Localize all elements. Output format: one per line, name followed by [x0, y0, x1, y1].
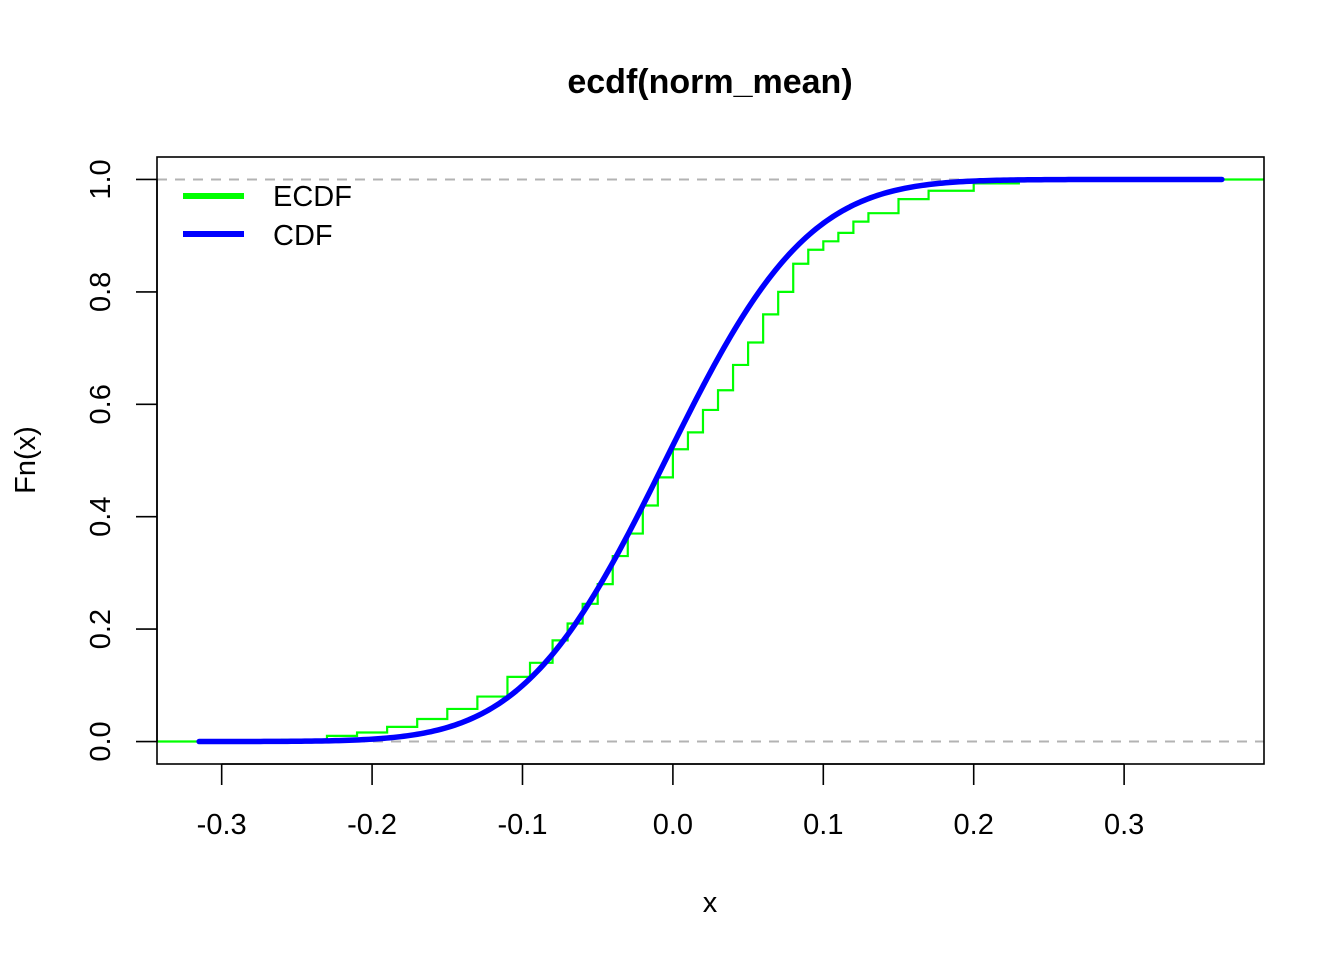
- y-tick-label: 0.2: [85, 609, 117, 649]
- series-layer: [157, 176, 1264, 745]
- y-tick-label: 0.8: [85, 272, 117, 312]
- y-tick-label: 0.4: [85, 497, 117, 537]
- chart-title: ecdf(norm_mean): [567, 63, 852, 101]
- legend: ECDF CDF: [183, 181, 352, 252]
- x-tick-label: 0.3: [1104, 809, 1144, 841]
- x-tick-label: -0.3: [197, 809, 247, 841]
- y-axis: 0.0 0.2 0.4 0.6 0.8 1.0: [85, 159, 158, 762]
- x-axis-label: x: [703, 887, 718, 919]
- x-tick-label: 0.1: [803, 809, 843, 841]
- y-axis-label: Fn(x): [10, 426, 42, 494]
- legend-label-cdf: CDF: [273, 220, 333, 252]
- legend-label-ecdf: ECDF: [273, 181, 352, 213]
- reference-lines: [157, 178, 1264, 743]
- ecdf-series-line: [157, 178, 1264, 743]
- y-tick-label: 1.0: [85, 159, 117, 199]
- x-axis: -0.3 -0.2 -0.1 0.0 0.1 0.2 0.3: [197, 763, 1144, 841]
- x-tick-label: -0.1: [497, 809, 547, 841]
- x-tick-label: 0.2: [954, 809, 994, 841]
- y-tick-label: 0.0: [85, 721, 117, 761]
- cdf-series-line: [196, 176, 1225, 745]
- x-tick-label: 0.0: [653, 809, 693, 841]
- y-tick-label: 0.6: [85, 384, 117, 424]
- x-tick-label: -0.2: [347, 809, 397, 841]
